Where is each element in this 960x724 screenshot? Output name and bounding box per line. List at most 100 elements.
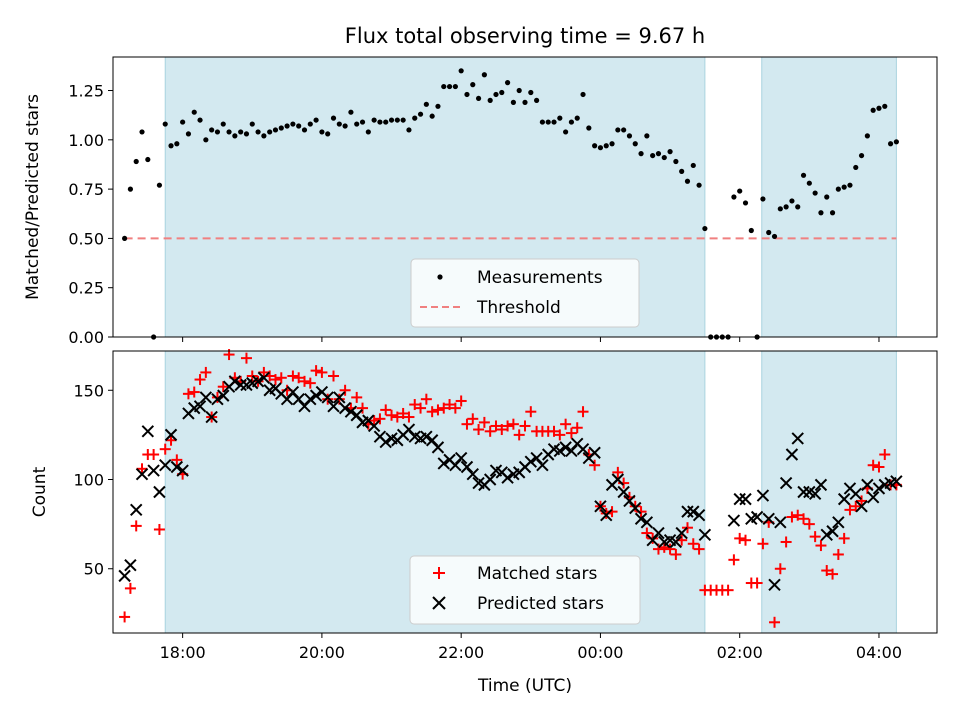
matched-star-marker: [560, 418, 572, 430]
measurement-point: [882, 103, 888, 109]
predicted-star-marker: [634, 512, 648, 525]
measurement-point: [557, 115, 563, 121]
matched-star-marker: [432, 404, 444, 416]
matched-star-marker: [513, 429, 525, 441]
measurement-point: [255, 129, 261, 135]
matched-star-marker: [246, 370, 258, 382]
measurement-point: [342, 123, 348, 129]
matched-star-marker: [629, 500, 641, 512]
measurement-point: [174, 141, 180, 147]
predicted-star-marker: [304, 392, 317, 406]
predicted-star-marker: [170, 460, 184, 474]
measurement-point: [261, 133, 267, 139]
measurement-point: [203, 137, 209, 143]
measurements-points: [122, 68, 899, 340]
measurement-point: [354, 121, 360, 127]
legend-predicted-label: Predicted stars: [477, 594, 604, 614]
predicted-star-marker: [890, 475, 903, 488]
predicted-star-marker: [176, 464, 189, 477]
measurement-point: [197, 117, 203, 123]
matched-star-marker: [438, 402, 450, 414]
top-axes-frame: [112, 56, 938, 338]
predicted-star-marker: [164, 428, 178, 442]
matched-star-marker: [136, 463, 148, 475]
matched-star-marker: [681, 522, 693, 534]
measurement-point: [545, 119, 551, 125]
measurement-point: [673, 158, 679, 165]
matched-star-marker: [658, 541, 670, 553]
predicted-star-marker: [756, 489, 770, 502]
measurement-point: [249, 121, 255, 127]
predicted-star-marker: [768, 578, 781, 592]
matched-star-marker: [159, 443, 171, 455]
legend-threshold-label: Threshold: [476, 298, 561, 318]
predicted-star-marker: [687, 505, 700, 518]
matched-star-marker: [612, 466, 624, 478]
matched-star-marker: [490, 420, 502, 432]
predicted-star-marker: [454, 451, 468, 465]
matched-star-marker: [409, 399, 421, 411]
measurement-point: [690, 162, 696, 169]
matched-star-marker: [119, 611, 131, 623]
matched-star-marker: [502, 420, 514, 432]
measurement-point: [539, 119, 546, 125]
matched-star-marker: [269, 374, 281, 386]
measurement-point: [835, 186, 841, 192]
measurement-point: [858, 152, 865, 159]
measurement-point: [806, 180, 812, 186]
matched-star-marker: [832, 548, 844, 560]
measurement-point: [383, 119, 389, 125]
measurement-point: [284, 123, 290, 129]
predicted-star-marker: [681, 505, 694, 518]
y-tick-label: 0.75: [68, 180, 104, 199]
matched-star-marker: [351, 391, 363, 403]
matched-star-marker: [182, 388, 194, 400]
measurement-point: [644, 133, 650, 139]
measurement-point: [702, 225, 708, 232]
matched-star-marker: [444, 399, 456, 411]
predicted-star-marker: [309, 389, 323, 402]
measurement-point: [423, 101, 429, 107]
measurement-point: [365, 129, 371, 135]
x-tick-label: 00:00: [577, 643, 623, 662]
predicted-star-marker: [797, 485, 810, 499]
measurement-point: [586, 125, 592, 131]
bottom-legend: Matched stars Predicted stars: [409, 555, 641, 625]
matched-star-marker: [258, 366, 270, 378]
x-axis-label: Time (UTC): [477, 676, 572, 696]
matched-star-marker: [374, 413, 386, 425]
matched-star-marker: [328, 370, 340, 382]
predicted-star-marker: [727, 514, 741, 527]
predicted-star-marker: [553, 444, 567, 458]
measurement-point: [267, 129, 273, 135]
matched-star-marker: [577, 406, 589, 418]
measurement-point: [638, 151, 644, 157]
matched-star-marker: [130, 520, 142, 532]
matched-star-marker: [856, 495, 868, 507]
measurement-point: [296, 123, 302, 129]
matched-star-marker: [310, 365, 322, 377]
measurement-point: [475, 95, 482, 102]
matched-star-marker: [641, 527, 653, 539]
matched-star-marker: [798, 513, 810, 525]
shaded-interval-2: [761, 350, 897, 634]
measurement-point: [145, 156, 151, 163]
measurement-point: [191, 109, 197, 115]
measurement-point: [487, 97, 493, 103]
predicted-star-marker: [501, 471, 514, 484]
measurement-point: [481, 72, 487, 78]
matched-star-marker: [415, 402, 427, 414]
predicted-star-marker: [141, 425, 155, 438]
measurement-point: [528, 89, 534, 96]
measurement-point: [441, 83, 447, 90]
legend-predicted-marker: [432, 596, 446, 610]
predicted-star-marker: [814, 478, 828, 492]
matched-star-marker: [792, 509, 804, 521]
predicted-star-marker: [820, 528, 833, 542]
measurement-point: [417, 111, 424, 117]
matched-star-marker: [461, 418, 473, 430]
matched-star-marker: [722, 584, 734, 596]
measurement-point: [824, 194, 830, 200]
